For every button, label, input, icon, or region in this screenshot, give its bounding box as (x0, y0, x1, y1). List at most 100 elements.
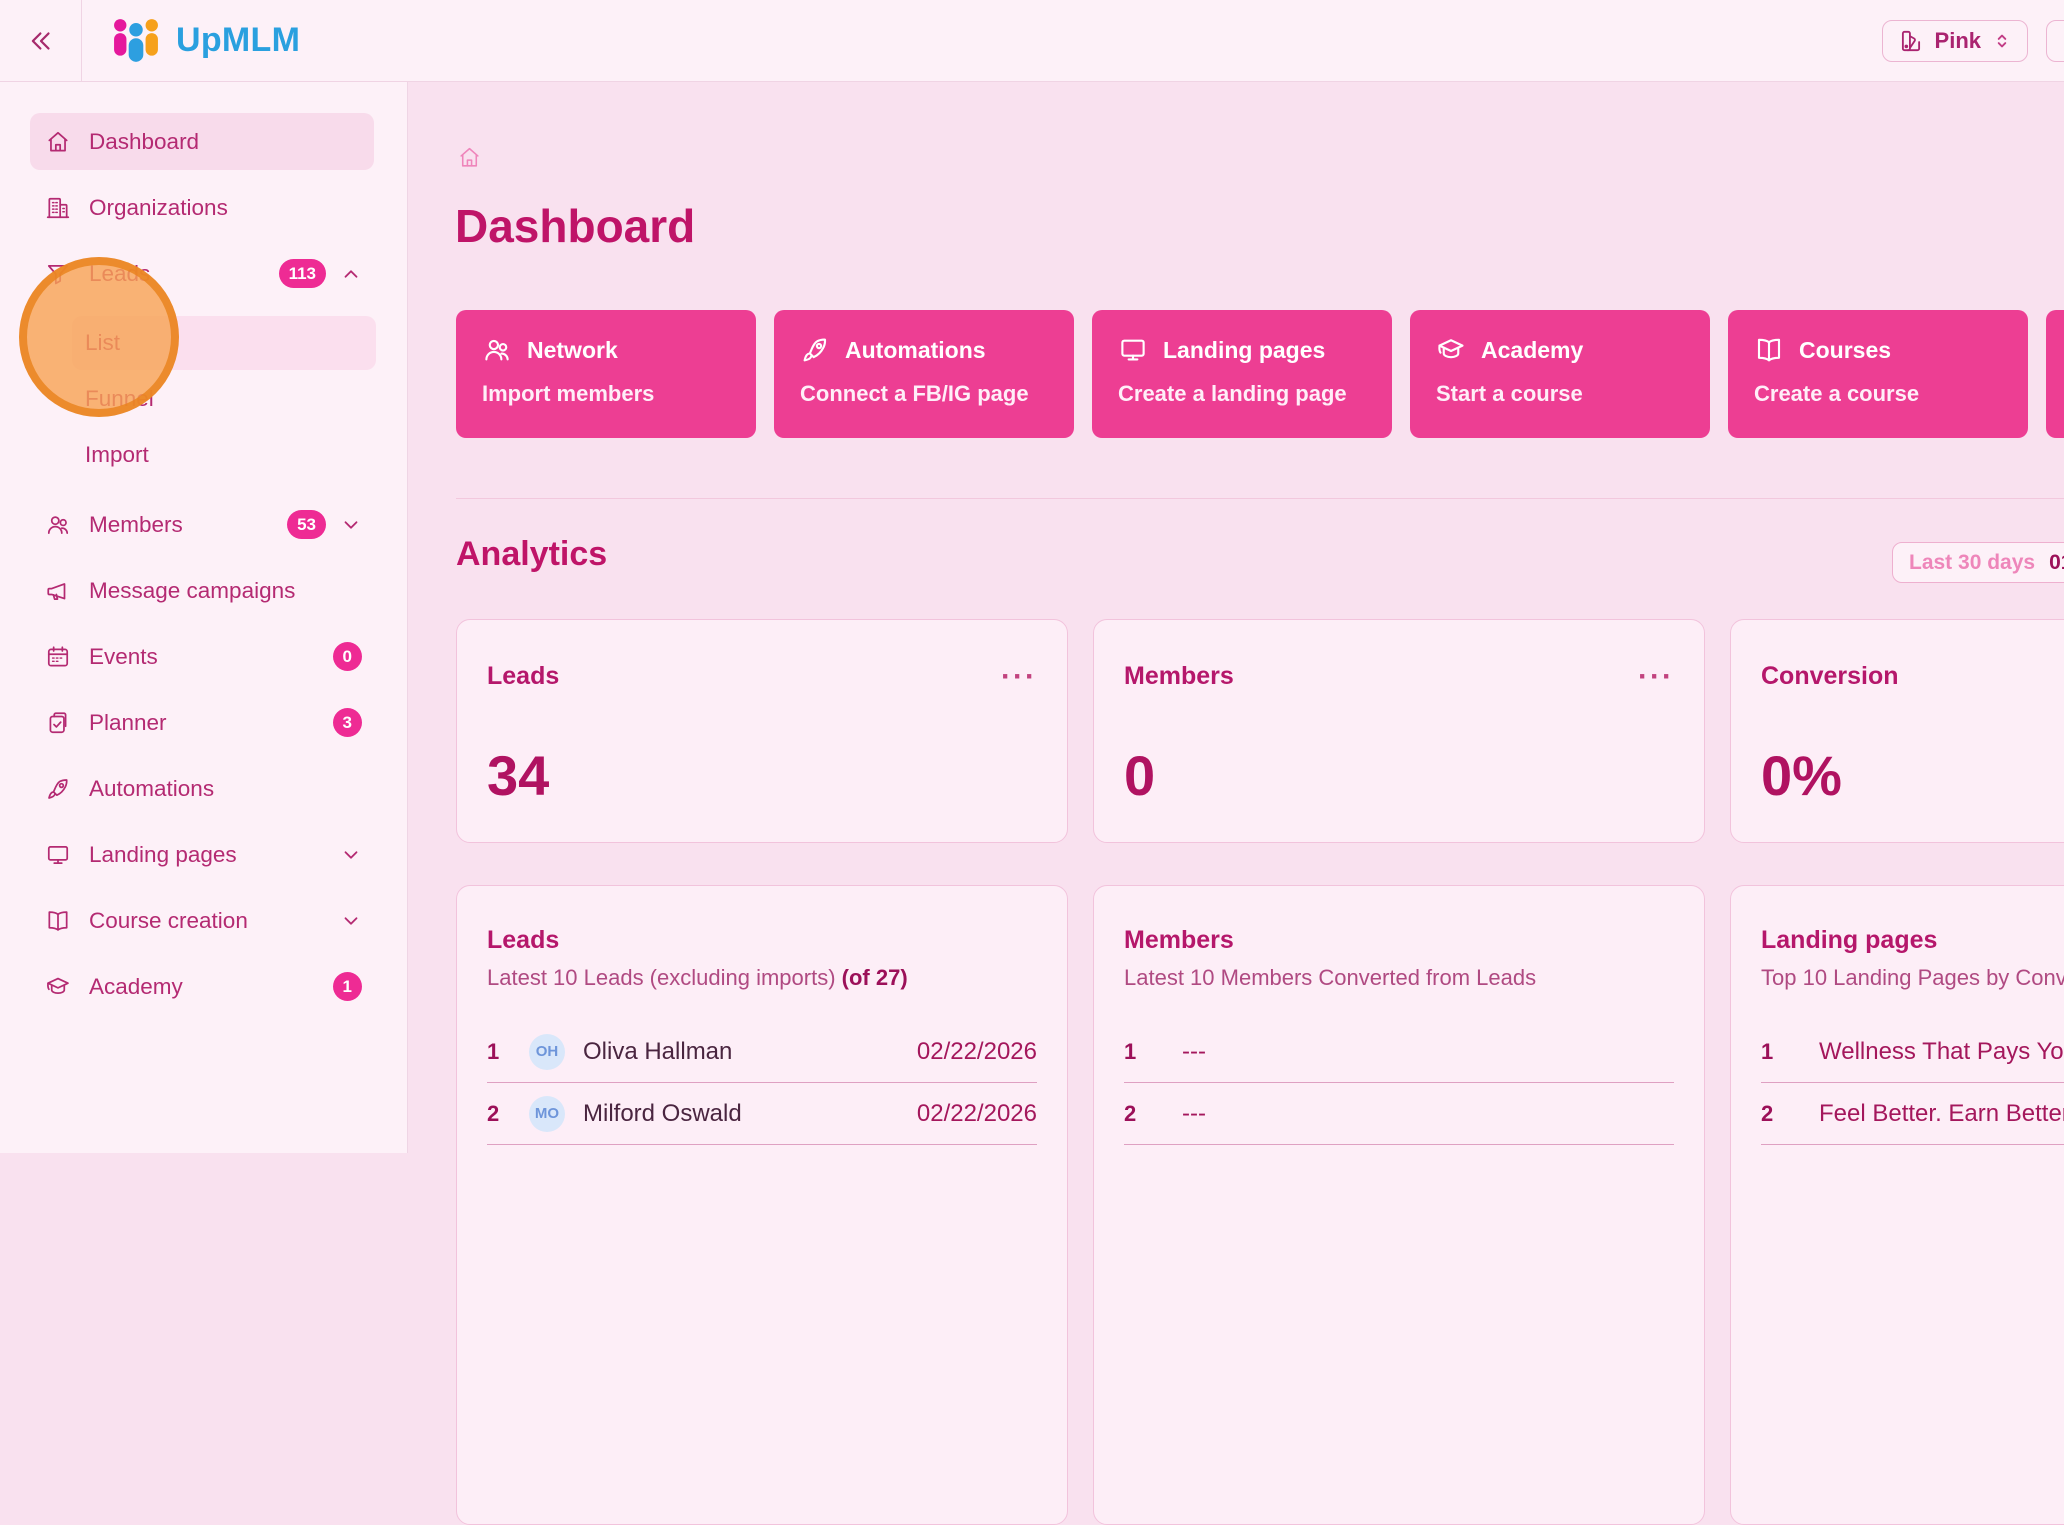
sidebar-item-academy[interactable]: Academy 1 (30, 958, 374, 1015)
member-row[interactable]: 2 --- (1124, 1083, 1674, 1145)
building-icon (45, 195, 71, 221)
chevron-up-icon[interactable] (340, 263, 362, 285)
sidebar-item-label: Automations (89, 775, 215, 801)
page-title: Dashboard (455, 200, 696, 252)
leads-submenu: List Funnel Import (0, 316, 407, 482)
stat-title: Leads (487, 662, 560, 690)
lead-row[interactable]: 1 OH Oliva Hallman 02/22/2026 (487, 1021, 1037, 1083)
sidebar-item-organizations[interactable]: Organizations (30, 179, 374, 236)
quick-action-subtitle: Start a course (1436, 381, 1583, 406)
main-content: Dashboard Network Import members Automat… (409, 83, 2064, 1525)
lead-name: Milford Oswald (583, 1099, 742, 1127)
sidebar-item-members[interactable]: Members 53 (30, 496, 374, 553)
member-row[interactable]: 1 --- (1124, 1021, 1674, 1083)
stat-value: 0% (1761, 744, 1842, 807)
clipboard-check-icon (45, 710, 71, 736)
quick-action-title: Network (527, 336, 618, 363)
double-chevron-left-icon (26, 26, 56, 56)
analytics-heading: Analytics (456, 535, 608, 573)
sidebar-item-label: Course creation (89, 907, 248, 933)
lead-name: Oliva Hallman (583, 1037, 733, 1065)
sidebar-item-label: Message campaigns (89, 577, 296, 603)
lead-row[interactable]: 2 MO Milford Oswald 02/22/2026 (487, 1083, 1037, 1145)
theme-selector-value: Pink (1934, 27, 1981, 53)
landing-page-row[interactable]: 2 Feel Better. Earn Better. (1761, 1083, 2064, 1145)
sidebar-collapse-button[interactable] (0, 0, 82, 81)
date-range-preset: Last 30 days (1909, 550, 2036, 574)
calendar-icon (45, 644, 71, 670)
sidebar-item-course-creation[interactable]: Course creation (30, 892, 374, 949)
stats-row: Leads ··· 34 Members ··· 0 Conversion 0% (456, 619, 2064, 843)
landing-page-name: Wellness That Pays You Back (1819, 1037, 2064, 1065)
subitem-label: List (85, 330, 121, 355)
landing-page-row[interactable]: 1 Wellness That Pays You Back (1761, 1021, 2064, 1083)
row-rank: 1 (1761, 1038, 1774, 1064)
quick-action-automations[interactable]: Automations Connect a FB/IG page (774, 310, 1074, 438)
quick-action-network[interactable]: Network Import members (456, 310, 756, 438)
chevron-down-icon[interactable] (340, 910, 362, 932)
open-book-icon (1754, 335, 1784, 365)
subitem-label: Funnel (85, 386, 154, 411)
list-rows: 1 OH Oliva Hallman 02/22/2026 2 MO Milfo… (487, 1021, 1037, 1145)
quick-actions-row: Network Import members Automations Conne… (456, 310, 2064, 438)
quick-action-academy[interactable]: Academy Start a course (1410, 310, 1710, 438)
funnel-icon (45, 261, 71, 287)
sidebar-subitem-funnel[interactable]: Funnel (72, 372, 376, 426)
sidebar-item-label: Landing pages (89, 841, 237, 867)
breadcrumb-home[interactable] (457, 145, 482, 170)
members-count-badge: 53 (287, 510, 326, 539)
rocket-icon (800, 335, 830, 365)
quick-action-subtitle: Create a course (1754, 381, 1920, 406)
sidebar-item-automations[interactable]: Automations (30, 760, 374, 817)
chevron-down-icon[interactable] (340, 514, 362, 536)
row-rank: 2 (1124, 1100, 1137, 1126)
users-icon (482, 335, 512, 365)
sidebar-item-landing-pages[interactable]: Landing pages (30, 826, 374, 883)
sidebar-item-dashboard[interactable]: Dashboard (30, 113, 374, 170)
avatar: OH (529, 1033, 565, 1070)
row-rank: 2 (1761, 1100, 1774, 1126)
sidebar-item-label: Leads (89, 260, 151, 286)
subitem-label: Import (85, 442, 149, 467)
quick-action-title: Academy (1481, 336, 1584, 363)
section-divider (456, 498, 2064, 499)
list-card-members: Members Latest 10 Members Converted from… (1093, 885, 1705, 1525)
sidebar-item-label: Dashboard (89, 128, 200, 154)
lead-date: 02/22/2026 (916, 1099, 1037, 1127)
card-menu-button[interactable]: ··· (1638, 659, 1674, 693)
card-menu-button[interactable]: ··· (1001, 659, 1037, 693)
sidebar-item-label: Organizations (89, 194, 228, 220)
quick-action-title: Landing pages (1163, 336, 1326, 363)
rocket-icon (45, 776, 71, 802)
list-title: Members (1124, 926, 1234, 954)
date-range-value: 01/2 (2049, 550, 2064, 574)
leads-count-badge: 113 (278, 259, 326, 288)
quick-action-subtitle: Connect a FB/IG page (800, 381, 1029, 406)
chevron-down-icon[interactable] (340, 844, 362, 866)
sidebar-item-label: Members (89, 511, 183, 537)
sidebar-item-planner[interactable]: Planner 3 (30, 694, 374, 751)
sidebar-item-message-campaigns[interactable]: Message campaigns (30, 562, 374, 619)
list-subtitle: Latest 10 Members Converted from Leads (1124, 965, 1537, 990)
stat-card-leads: Leads ··· 34 (456, 619, 1068, 843)
row-rank: 1 (487, 1038, 500, 1064)
sidebar-item-events[interactable]: Events 0 (30, 628, 374, 685)
quick-action-landing-pages[interactable]: Landing pages Create a landing page (1092, 310, 1392, 438)
sidebar-item-leads[interactable]: Leads 113 (30, 245, 374, 302)
date-range-filter[interactable]: Last 30 days 01/2 (1892, 542, 2064, 583)
quick-action-card-clipped[interactable] (2046, 310, 2064, 438)
app-logo[interactable]: UpMLM (109, 16, 300, 66)
quick-action-courses[interactable]: Courses Create a course (1728, 310, 2028, 438)
lists-row: Leads Latest 10 Leads (excluding imports… (456, 885, 2064, 1525)
sidebar-subitem-list[interactable]: List (72, 316, 376, 370)
avatar: MO (529, 1095, 565, 1132)
member-name: --- (1182, 1099, 1206, 1127)
landing-page-name: Feel Better. Earn Better. (1819, 1099, 2064, 1127)
academy-count-badge: 1 (332, 972, 362, 1001)
stat-value: 34 (487, 744, 550, 807)
stat-title: Conversion (1761, 662, 1899, 690)
quick-action-subtitle: Import members (482, 381, 655, 406)
theme-selector[interactable]: Pink (1881, 19, 2028, 62)
sidebar-subitem-import[interactable]: Import (72, 428, 376, 482)
topbar-button-clipped[interactable] (2046, 19, 2064, 62)
